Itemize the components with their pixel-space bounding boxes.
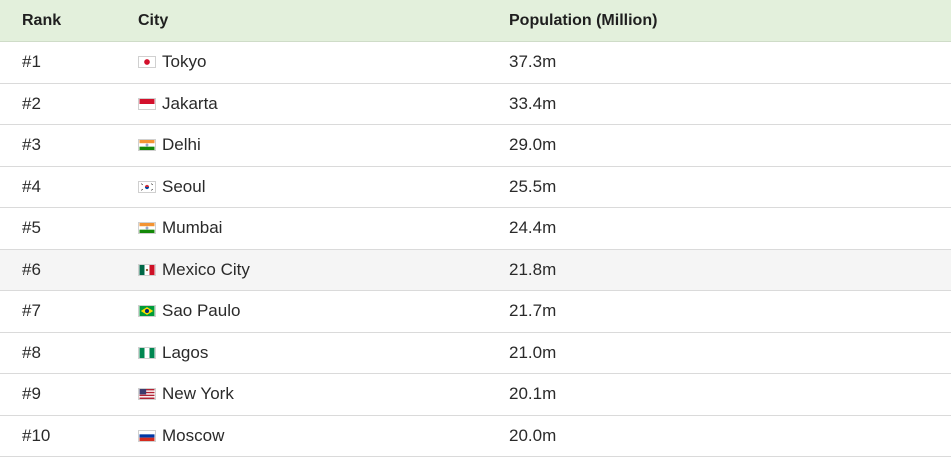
city-cell: Lagos — [131, 332, 502, 374]
usa-flag-icon — [138, 388, 156, 401]
table-header: Rank City Population (Million) — [0, 0, 951, 42]
city-cell: Delhi — [131, 124, 502, 167]
rank-cell: #5 — [0, 207, 131, 250]
india-flag-icon — [138, 139, 156, 152]
table-row: #6 Mexico City 21.8m — [0, 249, 951, 291]
table-row: #1 Tokyo 37.3m — [0, 41, 951, 84]
city-name: Moscow — [162, 425, 225, 445]
city-column-header[interactable]: City — [131, 0, 502, 42]
city-name: Tokyo — [162, 52, 207, 72]
city-cell: Sao Paulo — [131, 290, 502, 333]
rank-cell: #3 — [0, 124, 131, 167]
city-cell: Tokyo — [131, 41, 502, 84]
table-body: #1 Tokyo 37.3m #2 Jakarta 33.4m #3 Delhi… — [0, 41, 951, 457]
rank-cell: #2 — [0, 83, 131, 125]
population-cell: 21.7m — [502, 290, 951, 333]
city-name: Mumbai — [162, 218, 223, 238]
rank-cell: #8 — [0, 332, 131, 374]
rank-cell: #1 — [0, 41, 131, 84]
city-name: New York — [162, 384, 234, 404]
city-cell: Moscow — [131, 415, 502, 457]
population-cell: 24.4m — [502, 207, 951, 250]
population-cell: 25.5m — [502, 166, 951, 208]
russia-flag-icon — [138, 429, 156, 442]
city-name: Sao Paulo — [162, 301, 241, 321]
population-cell: 29.0m — [502, 124, 951, 167]
city-cell: Mumbai — [131, 207, 502, 250]
city-name: Mexico City — [162, 259, 250, 279]
rank-cell: #4 — [0, 166, 131, 208]
indonesia-flag-icon — [138, 97, 156, 110]
table-row: #10 Moscow 20.0m — [0, 415, 951, 457]
south-korea-flag-icon — [138, 180, 156, 193]
table-row: #5 Mumbai 24.4m — [0, 207, 951, 250]
city-name: Lagos — [162, 342, 209, 362]
rank-cell: #7 — [0, 290, 131, 333]
population-cell: 21.8m — [502, 249, 951, 291]
population-column-header[interactable]: Population (Million) — [502, 0, 951, 42]
table-row: #9 New York 20.1m — [0, 373, 951, 416]
city-cell: Mexico City — [131, 249, 502, 291]
population-cell: 37.3m — [502, 41, 951, 84]
table-row: #3 Delhi 29.0m — [0, 124, 951, 167]
table-row: #4 Seoul 25.5m — [0, 166, 951, 208]
japan-flag-icon — [138, 56, 156, 69]
population-cell: 20.0m — [502, 415, 951, 457]
nigeria-flag-icon — [138, 346, 156, 359]
rank-cell: #10 — [0, 415, 131, 457]
header-row: Rank City Population (Million) — [0, 0, 951, 42]
brazil-flag-icon — [138, 305, 156, 318]
mexico-flag-icon — [138, 263, 156, 276]
rank-cell: #9 — [0, 373, 131, 416]
population-cell: 20.1m — [502, 373, 951, 416]
table-row: #2 Jakarta 33.4m — [0, 83, 951, 125]
india-flag-icon — [138, 222, 156, 235]
city-name: Seoul — [162, 176, 206, 196]
rank-column-header[interactable]: Rank — [0, 0, 131, 42]
table-row: #7 Sao Paulo 21.7m — [0, 290, 951, 333]
population-cell: 21.0m — [502, 332, 951, 374]
city-cell: New York — [131, 373, 502, 416]
city-cell: Jakarta — [131, 83, 502, 125]
rank-cell: #6 — [0, 249, 131, 291]
population-cell: 33.4m — [502, 83, 951, 125]
city-name: Delhi — [162, 135, 201, 155]
city-cell: Seoul — [131, 166, 502, 208]
city-name: Jakarta — [162, 93, 218, 113]
table-row: #8 Lagos 21.0m — [0, 332, 951, 374]
